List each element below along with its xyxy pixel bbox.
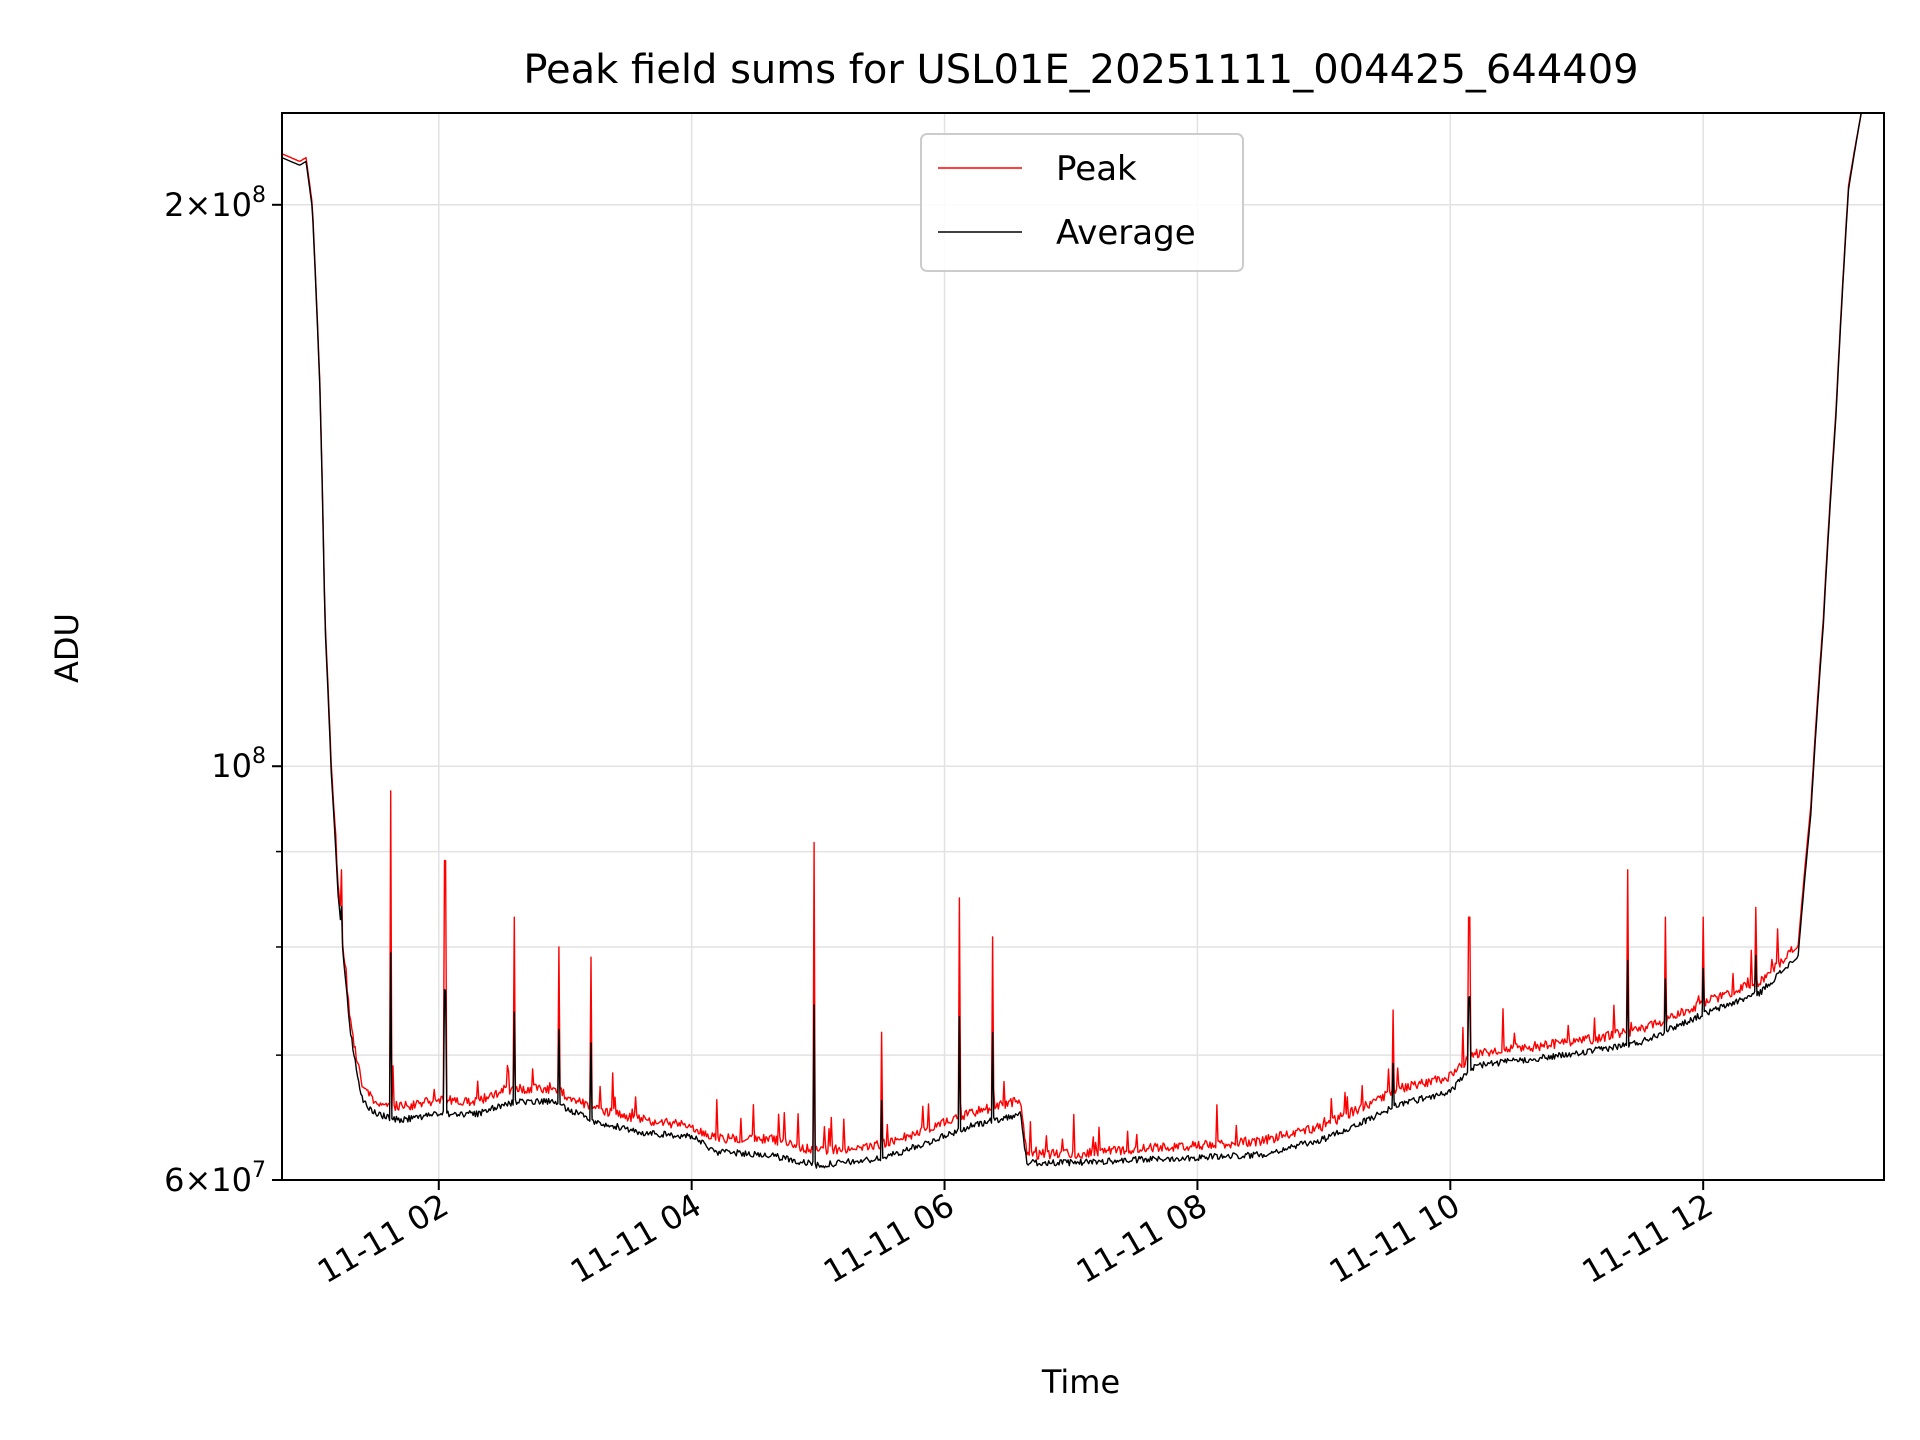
legend-label-peak: Peak: [1056, 149, 1137, 189]
series-line-peak: [282, 113, 1884, 1160]
x-axis-label: Time: [1041, 1363, 1120, 1401]
legend: Peak Average: [920, 133, 1244, 272]
chart-title: Peak field sums for USL01E_20251111_0044…: [523, 47, 1638, 93]
plot-area: [282, 113, 1884, 1169]
legend-label-average: Average: [1056, 213, 1196, 253]
y-tick-label: 2×108: [164, 183, 266, 224]
series-group: [282, 113, 1884, 1169]
axes-frame: [281, 112, 1885, 1181]
y-axis: 6×107 108 2×108: [164, 183, 282, 1199]
series-line-average: [282, 113, 1884, 1169]
y-tick-label: 6×107: [164, 1158, 266, 1199]
y-axis-label: ADU: [48, 613, 86, 683]
y-tick-label: 108: [211, 744, 266, 785]
grid-lines: [282, 113, 1884, 1181]
